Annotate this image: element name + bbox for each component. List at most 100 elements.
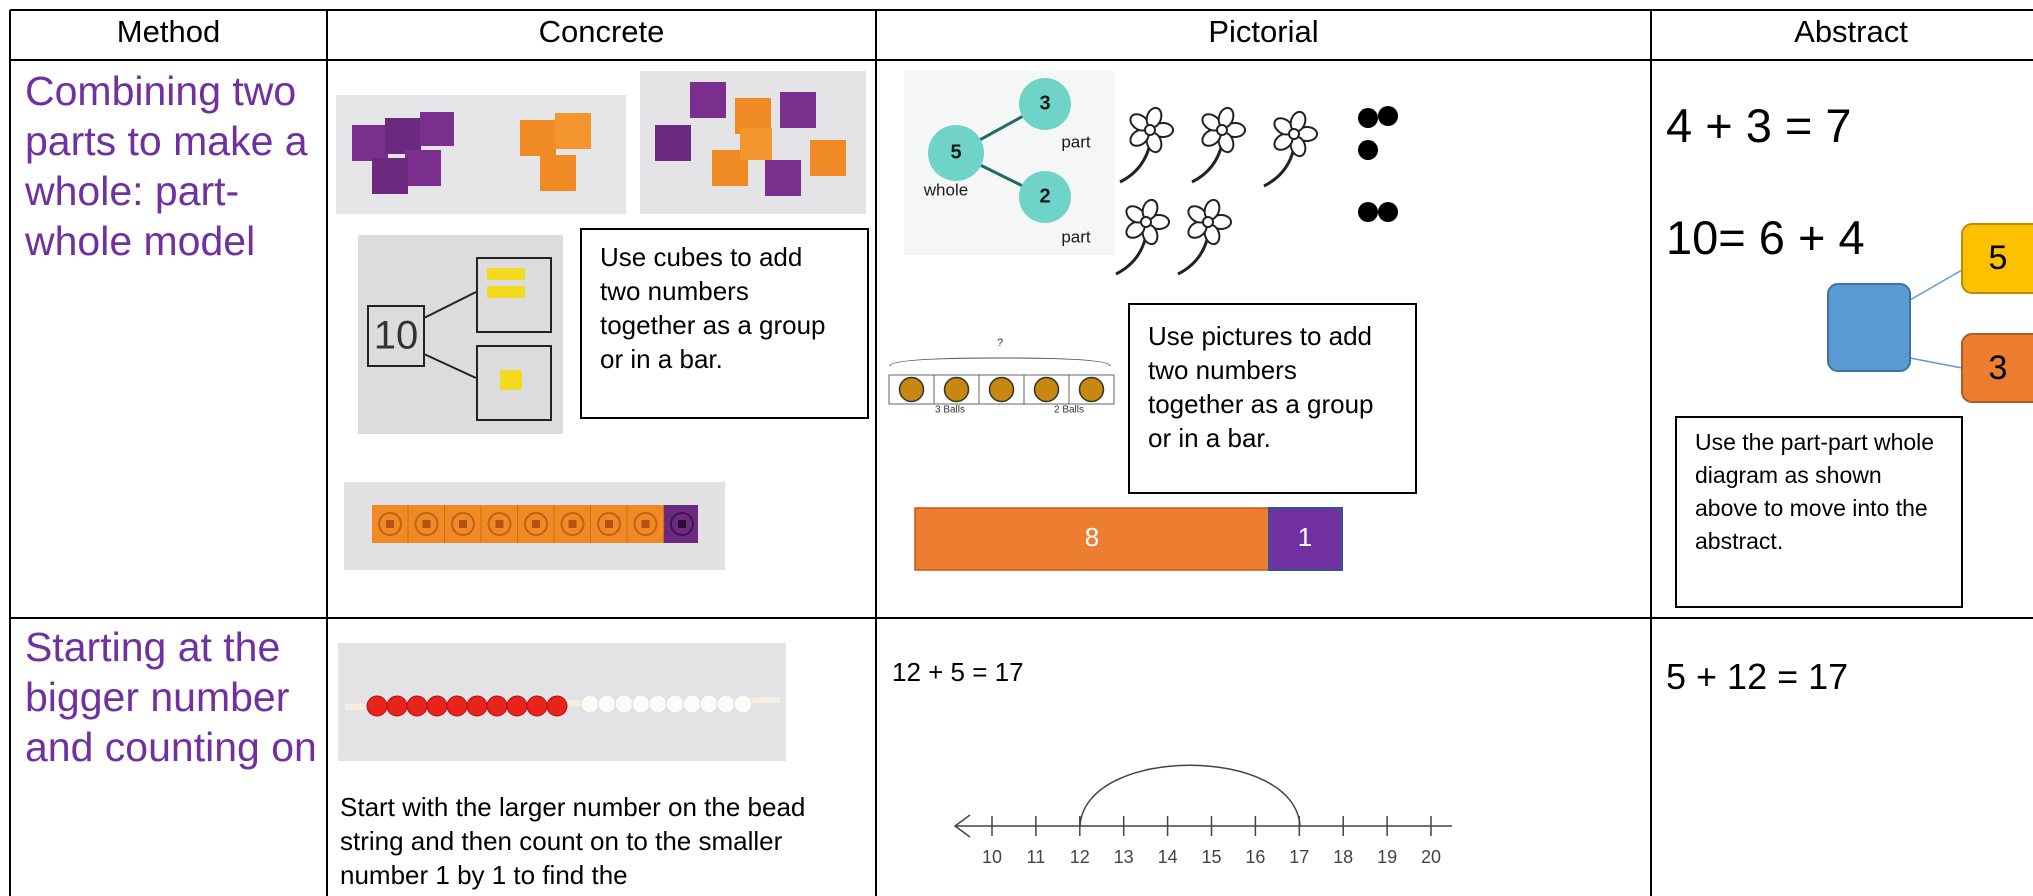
part-value: 3 xyxy=(1039,92,1050,114)
ball xyxy=(943,376,970,403)
flower-center xyxy=(1144,124,1156,136)
stud xyxy=(633,512,658,536)
bead xyxy=(682,694,702,714)
cubes-photo xyxy=(640,71,866,214)
part-value: 5 xyxy=(1989,239,2008,277)
stud-center xyxy=(459,520,467,528)
bead xyxy=(614,694,634,714)
tick-label: 14 xyxy=(1158,847,1178,867)
stud xyxy=(414,512,439,536)
stud xyxy=(378,512,402,536)
flower-center xyxy=(1288,128,1300,140)
flower-center xyxy=(1202,216,1214,228)
tick-label: 12 xyxy=(1070,847,1090,867)
tick-label: 13 xyxy=(1114,847,1134,867)
stud xyxy=(451,512,475,536)
tick-label: 10 xyxy=(982,847,1002,867)
column-header: Method xyxy=(116,14,221,49)
equation: 5 + 12 = 17 xyxy=(1666,656,1849,697)
stud-center xyxy=(495,520,504,528)
number-line xyxy=(953,764,1452,838)
number-line-ticks: 10 11 12 13 14 15 16 17 18 19 20 xyxy=(982,816,1441,867)
whole-label: whole xyxy=(923,180,968,199)
part-whole-photo: 10 xyxy=(358,235,563,434)
flower-stem xyxy=(1115,235,1148,276)
bead xyxy=(580,694,600,714)
stud-center xyxy=(605,520,613,528)
bead xyxy=(406,695,428,717)
beads xyxy=(366,694,753,717)
stud-center xyxy=(422,520,431,528)
bead xyxy=(648,694,668,714)
bead xyxy=(546,695,568,717)
bar-value: 8 xyxy=(1085,522,1099,552)
cube-studs xyxy=(378,505,694,543)
bead xyxy=(446,695,468,717)
photo-label: 10 xyxy=(374,314,419,358)
flower-stem xyxy=(1119,143,1152,184)
column-header: Pictorial xyxy=(1208,14,1319,49)
bead xyxy=(506,695,528,717)
part-value: 3 xyxy=(1989,349,2008,387)
whole-value: 5 xyxy=(950,141,961,163)
flower-stem xyxy=(1177,235,1210,276)
part-label: part xyxy=(1061,132,1091,151)
flower-stem xyxy=(1191,143,1224,184)
cubes-photo xyxy=(336,95,626,214)
flower-center xyxy=(1216,124,1228,136)
bead xyxy=(386,695,408,717)
part-label: part xyxy=(1061,227,1091,246)
abstract-diagram: 5 3 xyxy=(1827,223,2033,403)
method-text: Starting at the bigger number and counti… xyxy=(25,624,317,770)
stud-center xyxy=(678,520,686,528)
stud-center xyxy=(641,520,650,528)
bead xyxy=(486,695,508,717)
equation: 12 + 5 = 17 xyxy=(892,657,1024,687)
stud-center xyxy=(568,520,577,528)
stud-center xyxy=(532,520,540,528)
stud xyxy=(597,512,621,536)
ball xyxy=(898,376,925,403)
tick-label: 11 xyxy=(1027,847,1046,867)
column-header: Concrete xyxy=(538,14,665,49)
bead xyxy=(597,694,617,714)
stud xyxy=(560,512,585,536)
tick-label: 20 xyxy=(1421,847,1441,867)
bead xyxy=(466,695,488,717)
equation: 4 + 3 = 7 xyxy=(1666,99,1852,152)
bead xyxy=(426,695,448,717)
method-text: Combining two parts to make a whole: par… xyxy=(25,68,308,264)
flowers xyxy=(1115,106,1318,276)
flower-stem xyxy=(1263,147,1296,188)
table-grid xyxy=(9,9,2033,896)
bead xyxy=(526,695,548,717)
bead xyxy=(699,694,719,714)
bar-question: ? xyxy=(997,337,1003,349)
flower-center xyxy=(1140,216,1152,228)
part-whole-diagram: 5 whole 3 part 2 part xyxy=(904,71,1115,255)
ball xyxy=(1033,376,1060,403)
bar-model: 8 1 xyxy=(914,507,1343,571)
ball xyxy=(1078,376,1105,403)
tick-label: 19 xyxy=(1377,847,1397,867)
tick-label: 16 xyxy=(1245,847,1265,867)
bead xyxy=(665,694,685,714)
ball xyxy=(988,376,1015,403)
balls xyxy=(888,374,1115,405)
column-header: Abstract xyxy=(1794,14,1908,49)
bead xyxy=(631,694,651,714)
note-box: Use the part-part whole diagram as shown… xyxy=(1675,416,1963,608)
instruction-text: Start with the larger number on the bead… xyxy=(340,792,806,890)
bar-label: 2 Balls xyxy=(1054,405,1084,416)
bar-value: 1 xyxy=(1298,522,1312,552)
note-box: Use cubes to add two numbers together as… xyxy=(580,228,869,419)
note-box: Use pictures to add two numbers together… xyxy=(1128,303,1417,494)
bead xyxy=(733,694,753,714)
tick-label: 15 xyxy=(1201,847,1221,867)
part-value: 2 xyxy=(1039,185,1050,207)
tick-label: 17 xyxy=(1289,847,1309,867)
stud xyxy=(524,512,548,536)
stud-center xyxy=(386,520,394,528)
